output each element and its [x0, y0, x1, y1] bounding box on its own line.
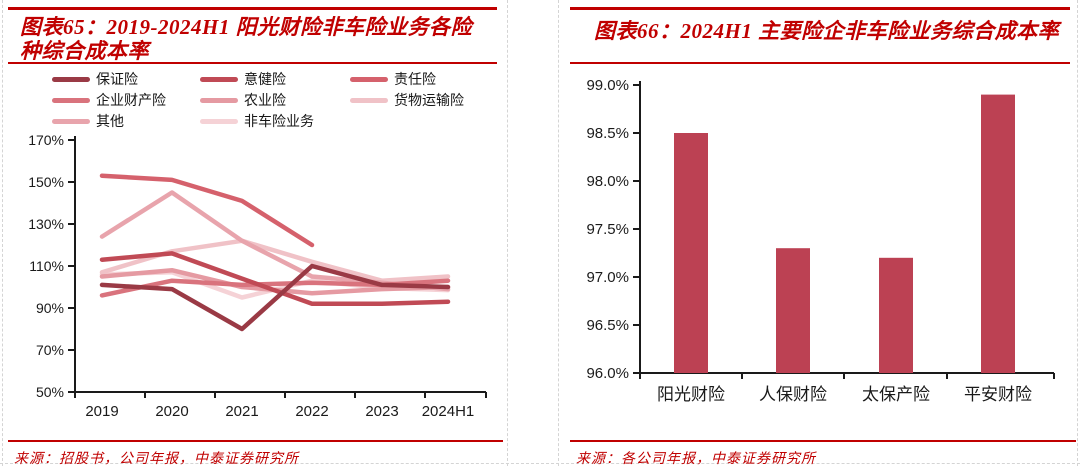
line-chart: 170% 150% 130% 110% 90% 70% 50% 2019 2020 2021 202…	[28, 132, 487, 420]
x-category-label: 2020	[155, 403, 188, 420]
bar-chart: 99.0% 98.5% 98.0% 97.5% 97.0% 96.5% 96.0% 阳光财险 人…	[586, 77, 1055, 404]
y-tick-label: 110%	[29, 258, 64, 274]
series-line-0	[99, 263, 451, 332]
x-category-label: 阳光财险	[657, 385, 725, 404]
y-tick-label: 98.0%	[586, 173, 629, 190]
dotted-border-left	[2, 0, 3, 466]
y-tick-label: 97.0%	[586, 269, 629, 286]
legend-label: 保证险	[96, 73, 138, 88]
y-tick-label: 90%	[36, 300, 64, 316]
legend-swatch-icon	[52, 118, 90, 124]
left-title-rule	[8, 62, 497, 64]
x-category-label: 2024H1	[422, 403, 475, 420]
legend-item-2: 责任险	[350, 69, 510, 89]
series-line-1	[99, 251, 451, 307]
x-category-label: 2022	[295, 403, 328, 420]
y-tick-label: 98.5%	[586, 125, 629, 142]
bar-3	[981, 94, 1015, 373]
y-tick-label: 50%	[36, 384, 64, 400]
y-tick-label: 97.5%	[586, 221, 629, 238]
y-tick-label: 70%	[36, 342, 64, 358]
legend-label: 非车险业务	[244, 115, 314, 130]
legend-item-3: 企业财产险	[52, 90, 200, 110]
legend-item-1: 意健险	[200, 69, 350, 89]
legend-item-5: 货物运输险	[350, 90, 510, 110]
left-source: 来源：招股书，公司年报，中泰证券研究所	[8, 440, 503, 466]
legend-swatch-icon	[52, 97, 90, 103]
y-tick-label: 130%	[28, 216, 64, 232]
legend-swatch-icon	[200, 97, 238, 103]
dotted-border-bottom	[0, 463, 1080, 464]
y-tick-label: 170%	[28, 132, 64, 148]
dotted-border-mid-left	[507, 0, 508, 466]
legend-item-0: 保证险	[52, 69, 200, 89]
dotted-border-mid-right	[558, 0, 559, 466]
x-category-label: 人保财险	[759, 385, 827, 404]
legend-swatch-icon	[350, 76, 388, 82]
legend-swatch-icon	[200, 76, 238, 82]
legend-item-4: 农业险	[200, 90, 350, 110]
y-tick-label: 96.0%	[586, 365, 629, 382]
y-tick-label: 150%	[28, 174, 64, 190]
x-category-label: 2023	[365, 403, 398, 420]
right-source: 来源：各公司年报，中泰证券研究所	[570, 440, 1076, 466]
legend-item-7: 非车险业务	[200, 111, 350, 131]
right-title-rule	[570, 62, 1070, 64]
legend-label: 企业财产险	[96, 94, 166, 109]
series-line-2	[99, 173, 315, 248]
legend-label: 其他	[96, 115, 124, 130]
legend-swatch-icon	[200, 118, 238, 124]
x-category-label: 平安财险	[964, 385, 1032, 404]
legend-item-6: 其他	[52, 111, 200, 131]
right-top-accent-bar	[570, 7, 1070, 10]
legend-label: 货物运输险	[394, 94, 464, 109]
left-figure-title: 图表65：2019-2024H1 阳光财险非车险业务各险种综合成本率	[20, 15, 473, 63]
legend-label: 意健险	[244, 73, 286, 88]
right-figure-title: 图表66：2024H1 主要险企非车险业务综合成本率	[594, 19, 1060, 43]
legend-swatch-icon	[52, 76, 90, 82]
legend-label: 农业险	[244, 94, 286, 109]
x-category-label: 2021	[225, 403, 258, 420]
bar-2	[879, 257, 913, 373]
line-chart-legend: 保证险 意健险 责任险企业财产险 农业险 货物运输险其他 非车险业务	[52, 69, 492, 131]
legend-swatch-icon	[350, 97, 388, 103]
dotted-border-right	[1077, 0, 1078, 466]
y-tick-label: 96.5%	[586, 317, 629, 334]
left-top-accent-bar	[8, 7, 497, 10]
x-category-label: 太保产险	[862, 385, 930, 404]
x-category-label: 2019	[85, 403, 118, 420]
bar-1	[776, 248, 810, 373]
y-tick-label: 99.0%	[586, 77, 629, 94]
bar-0	[674, 133, 708, 373]
legend-label: 责任险	[394, 73, 436, 88]
